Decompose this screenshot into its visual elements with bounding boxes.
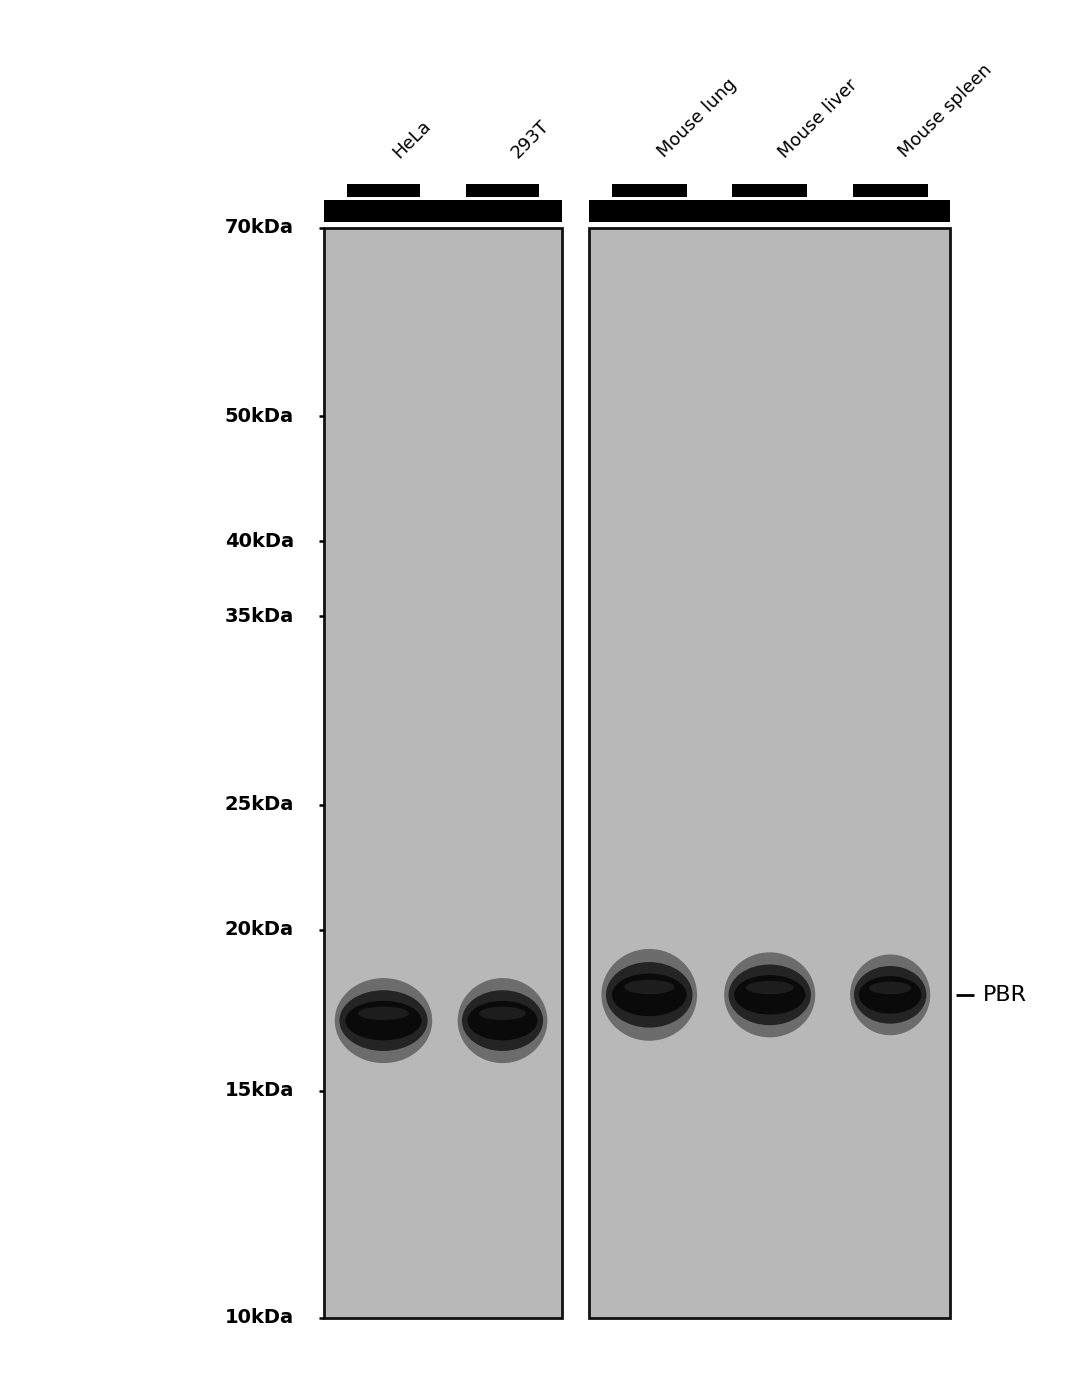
Ellipse shape (869, 981, 912, 994)
Text: Mouse spleen: Mouse spleen (895, 61, 996, 161)
Text: Mouse liver: Mouse liver (775, 76, 861, 161)
Bar (589, 200, 950, 222)
Ellipse shape (462, 991, 543, 1052)
Ellipse shape (729, 965, 811, 1025)
Text: 40kDa: 40kDa (225, 531, 294, 551)
Ellipse shape (346, 1000, 421, 1041)
Ellipse shape (335, 978, 432, 1063)
Ellipse shape (468, 1000, 538, 1041)
Bar (853, 184, 928, 197)
Text: 293T: 293T (508, 116, 553, 161)
Bar (589, 228, 950, 1318)
Bar (465, 184, 539, 197)
Text: PBR: PBR (983, 985, 1027, 1005)
Ellipse shape (734, 976, 806, 1014)
Text: 15kDa: 15kDa (225, 1082, 294, 1100)
Bar (324, 200, 562, 222)
Bar (612, 184, 687, 197)
Bar (732, 184, 807, 197)
Bar (347, 184, 420, 197)
Bar (324, 228, 562, 1318)
Text: 20kDa: 20kDa (225, 920, 294, 938)
Ellipse shape (606, 962, 692, 1028)
Text: Mouse lung: Mouse lung (654, 76, 741, 161)
Ellipse shape (602, 949, 697, 1041)
Text: 10kDa: 10kDa (225, 1308, 294, 1328)
Ellipse shape (859, 976, 921, 1013)
Ellipse shape (746, 981, 794, 994)
Ellipse shape (458, 978, 548, 1063)
Text: 35kDa: 35kDa (225, 607, 294, 625)
Ellipse shape (612, 973, 687, 1016)
Text: 25kDa: 25kDa (225, 795, 294, 814)
Ellipse shape (854, 966, 927, 1024)
Ellipse shape (339, 991, 428, 1052)
Ellipse shape (480, 1006, 526, 1020)
Text: 70kDa: 70kDa (225, 218, 294, 237)
Text: 50kDa: 50kDa (225, 407, 294, 425)
Ellipse shape (725, 952, 815, 1038)
Ellipse shape (850, 955, 930, 1035)
Ellipse shape (357, 1006, 409, 1020)
Ellipse shape (624, 980, 674, 994)
Text: HeLa: HeLa (389, 116, 434, 161)
